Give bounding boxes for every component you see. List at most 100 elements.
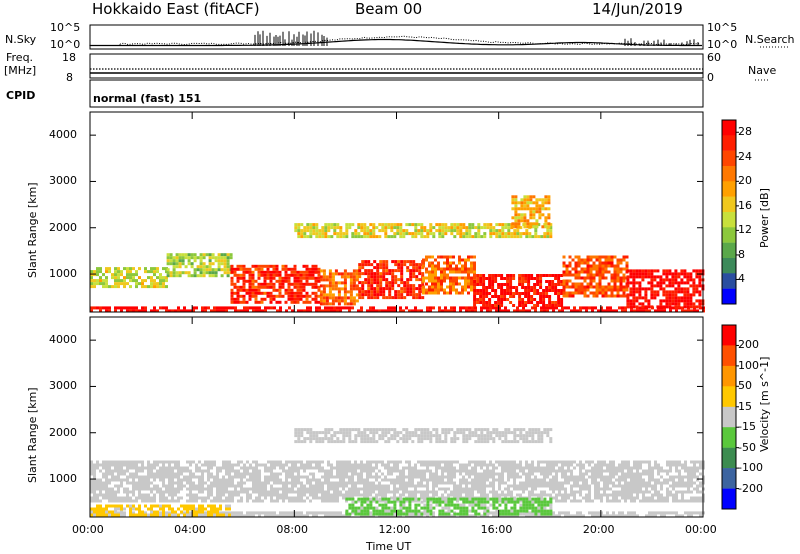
power-cell bbox=[561, 306, 564, 310]
power-cell bbox=[321, 226, 325, 230]
power-cell bbox=[175, 253, 179, 257]
power-cell bbox=[409, 290, 413, 294]
velocity-cell bbox=[177, 475, 180, 479]
power-cell bbox=[544, 198, 548, 202]
velocity-cell bbox=[609, 478, 612, 482]
velocity-cell bbox=[621, 466, 624, 470]
power-cell bbox=[345, 229, 349, 233]
velocity-cell bbox=[102, 475, 105, 479]
power-cell bbox=[293, 285, 297, 289]
power-cell bbox=[293, 297, 297, 301]
power-cell bbox=[491, 304, 495, 307]
velocity-cell bbox=[306, 460, 309, 464]
power-cell bbox=[468, 309, 471, 313]
power-cell bbox=[455, 288, 458, 292]
velocity-cell bbox=[642, 484, 645, 488]
power-cell bbox=[677, 290, 681, 294]
power-cell bbox=[527, 301, 531, 304]
power-cell bbox=[518, 295, 522, 298]
velocity-cell bbox=[333, 487, 336, 491]
power-cell bbox=[683, 281, 687, 285]
power-cell bbox=[379, 266, 383, 270]
power-cell bbox=[349, 302, 353, 306]
power-cell bbox=[337, 299, 341, 303]
power-cell bbox=[450, 229, 454, 233]
velocity-cell bbox=[462, 463, 465, 467]
power-cell bbox=[482, 295, 486, 298]
power-cell bbox=[343, 284, 347, 288]
power-cell bbox=[547, 216, 551, 220]
velocity-cell bbox=[255, 466, 258, 470]
velocity-cell bbox=[102, 481, 105, 485]
velocity-cell bbox=[315, 487, 318, 491]
velocity-cell bbox=[582, 484, 585, 488]
power-cell bbox=[695, 272, 699, 276]
power-cell bbox=[545, 289, 549, 292]
velocity-cell bbox=[93, 478, 96, 482]
velocity-cell bbox=[318, 466, 321, 470]
velocity-cell bbox=[165, 469, 168, 473]
power-cell bbox=[437, 285, 440, 289]
velocity-cell bbox=[573, 460, 576, 464]
power-cell bbox=[527, 277, 531, 280]
power-cell bbox=[458, 261, 461, 265]
velocity-cell bbox=[567, 463, 570, 467]
velocity-cell bbox=[201, 469, 204, 473]
power-cell bbox=[150, 270, 153, 274]
velocity-cell bbox=[198, 481, 201, 485]
power-cell bbox=[196, 265, 200, 269]
power-cell bbox=[470, 288, 473, 292]
power-cell bbox=[190, 274, 194, 278]
power-cell bbox=[135, 270, 138, 274]
velocity-cell bbox=[393, 493, 396, 497]
velocity-cell bbox=[594, 511, 597, 515]
power-cell bbox=[248, 270, 252, 274]
velocity-cell bbox=[333, 475, 336, 479]
velocity-cell bbox=[285, 481, 288, 485]
velocity-cell bbox=[159, 475, 162, 479]
velocity-cell bbox=[222, 478, 225, 482]
power-cell bbox=[524, 286, 528, 289]
power-cell bbox=[135, 279, 138, 283]
velocity-cell bbox=[174, 490, 177, 494]
power-cell bbox=[534, 306, 537, 310]
power-cell bbox=[468, 223, 472, 227]
velocity-cell bbox=[492, 463, 495, 467]
power-cell bbox=[345, 232, 349, 236]
power-cell bbox=[370, 269, 374, 273]
power-cell bbox=[629, 299, 633, 303]
velocity-cell bbox=[471, 466, 474, 470]
power-cell bbox=[373, 293, 377, 297]
power-y-axis bbox=[90, 134, 703, 275]
velocity-cell bbox=[240, 484, 243, 488]
velocity-cell bbox=[144, 484, 147, 488]
power-cell bbox=[635, 281, 639, 285]
velocity-cell bbox=[378, 481, 381, 485]
power-cell bbox=[220, 253, 224, 257]
velocity-cell bbox=[291, 478, 294, 482]
power-cell bbox=[193, 271, 197, 275]
velocity-cell bbox=[609, 469, 612, 473]
velocity-cell bbox=[243, 487, 246, 491]
power-cell bbox=[440, 255, 443, 259]
velocity-cell bbox=[621, 511, 624, 515]
velocity-cell bbox=[228, 513, 231, 517]
velocity-cell bbox=[201, 475, 204, 479]
velocity-cell bbox=[216, 499, 219, 503]
power-cell bbox=[219, 309, 222, 313]
power-cell bbox=[308, 282, 312, 286]
velocity-cell bbox=[207, 463, 210, 467]
power-cell bbox=[542, 304, 546, 307]
power-cell bbox=[577, 291, 581, 295]
power-cell bbox=[263, 297, 267, 301]
power-cell bbox=[400, 293, 404, 297]
velocity-cell bbox=[366, 484, 369, 488]
velocity-cell bbox=[240, 487, 243, 491]
velocity-cell bbox=[615, 514, 618, 518]
velocity-cell bbox=[291, 469, 294, 473]
velocity-cell bbox=[210, 466, 213, 470]
velocity-cell bbox=[648, 514, 651, 518]
power-cell bbox=[186, 309, 189, 313]
power-cell bbox=[126, 273, 129, 277]
velocity-cell bbox=[423, 484, 426, 488]
